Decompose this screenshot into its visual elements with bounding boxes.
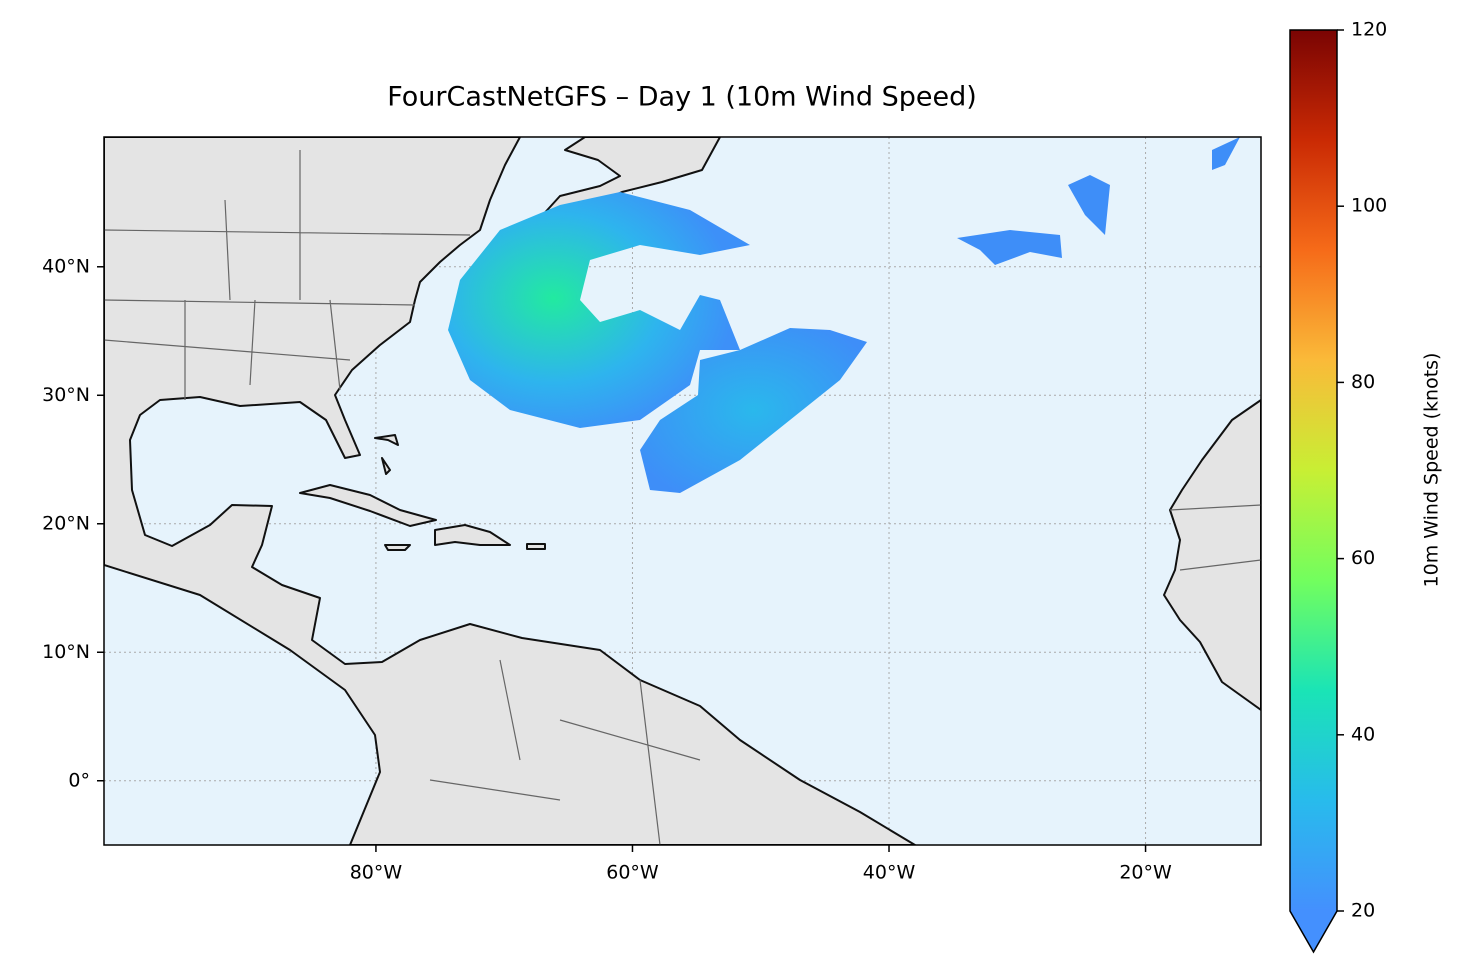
map	[104, 137, 1261, 845]
colorbar-outline	[1289, 29, 1338, 954]
canada-maritimes	[539, 137, 721, 219]
bahamas	[374, 434, 399, 475]
jamaica	[384, 544, 411, 551]
africa	[1163, 399, 1261, 711]
colorbar-extend	[1290, 911, 1337, 952]
cuba	[299, 484, 437, 527]
x-tick-label: 40°W	[863, 862, 916, 884]
x-tick-label: 80°W	[350, 862, 403, 884]
y-tick-label: 40°N	[42, 255, 90, 277]
wind-swath	[448, 192, 750, 428]
x-tick-label: 60°W	[606, 862, 659, 884]
state-borders	[104, 150, 1261, 845]
colorbar-tick-label: 80	[1351, 371, 1375, 393]
y-tick-label: 10°N	[42, 641, 90, 663]
colorbar-tick-label: 120	[1351, 19, 1387, 41]
wind-swath	[957, 137, 1240, 265]
x-tick-label: 20°W	[1119, 862, 1172, 884]
colorbar-tick-label: 60	[1351, 547, 1375, 569]
map-frame	[103, 136, 1262, 846]
hispaniola	[434, 524, 511, 546]
colorbar-tick-label: 20	[1351, 900, 1375, 922]
americas	[104, 137, 916, 845]
colorbar-label: 10m Wind Speed (knots)	[1421, 353, 1443, 588]
y-tick-label: 0°	[68, 769, 90, 791]
puerto-rico	[526, 543, 546, 550]
colorbar-tick-label: 100	[1351, 195, 1387, 217]
chart-title: FourCastNetGFS – Day 1 (10m Wind Speed)	[387, 82, 977, 113]
y-tick-label: 20°N	[42, 512, 90, 534]
colorbar-fill	[1290, 30, 1337, 911]
y-tick-label: 30°N	[42, 384, 90, 406]
wind-swath	[640, 328, 867, 493]
colorbar: 20 40 60 80 100 120	[1289, 19, 1387, 954]
colorbar-tick-label: 40	[1351, 723, 1375, 745]
